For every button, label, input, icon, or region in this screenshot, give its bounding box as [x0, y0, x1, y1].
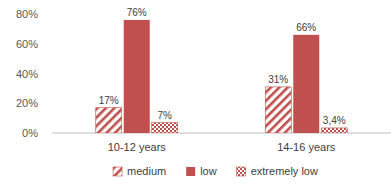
y-tick [48, 14, 52, 15]
chart-container: 0% 20% 40% 60% 80% 17% 76% 7% 31% 66% 3,4% 10-12 ye… [0, 0, 391, 186]
data-label: 31% [268, 74, 288, 85]
bar [96, 108, 122, 133]
bar [152, 123, 178, 133]
legend-swatch [113, 167, 122, 176]
data-label: 66% [296, 22, 316, 33]
y-tick-label: 60% [16, 38, 38, 50]
legend-label: extremely low [251, 165, 318, 177]
bar [321, 128, 347, 133]
legend-label: medium [127, 165, 166, 177]
bar [265, 87, 291, 133]
bar [293, 35, 319, 133]
data-label: 7% [158, 110, 173, 121]
data-label: 3,4% [323, 115, 346, 126]
legend: medium low extremely low [113, 165, 318, 177]
y-tick-label: 80% [16, 8, 38, 20]
legend-swatch [186, 167, 195, 176]
x-tick-label: 14-16 years [277, 141, 336, 153]
data-label: 76% [127, 7, 147, 18]
y-tick-label: 0% [22, 127, 38, 139]
bar [124, 20, 150, 133]
data-label: 17% [99, 95, 119, 106]
y-tick [48, 133, 52, 134]
bars [96, 20, 348, 133]
legend-swatch [237, 167, 246, 176]
data-labels: 17% 76% 7% 31% 66% 3,4% [99, 7, 346, 126]
y-tick-label: 40% [16, 68, 38, 80]
chart-svg: 0% 20% 40% 60% 80% 17% 76% 7% 31% 66% 3,4% 10-12 ye… [0, 0, 391, 186]
y-tick [48, 73, 52, 74]
legend-label: low [200, 165, 217, 177]
y-tick [48, 103, 52, 104]
x-tick-label: 10-12 years [108, 141, 167, 153]
y-tick-label: 20% [16, 97, 38, 109]
y-tick [48, 43, 52, 44]
